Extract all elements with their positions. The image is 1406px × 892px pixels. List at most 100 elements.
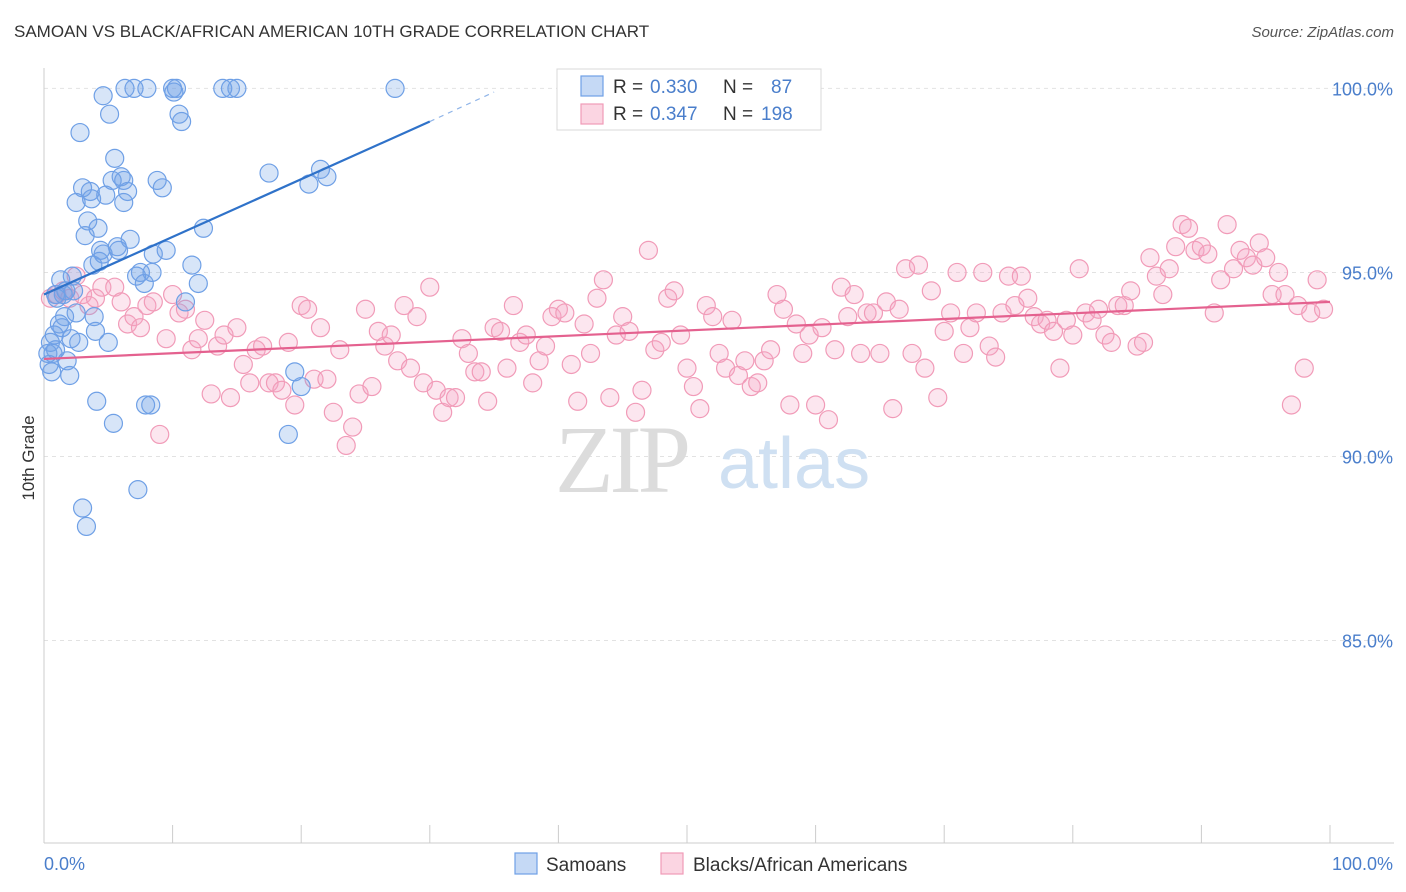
- point-blacks: [1095, 325, 1115, 345]
- legend-r-value-blacks: 0.347: [650, 104, 698, 125]
- point-blacks: [908, 255, 929, 275]
- point-samoans: [93, 86, 113, 106]
- point-blacks: [658, 288, 678, 308]
- point-blacks: [227, 318, 247, 338]
- point-blacks: [805, 395, 826, 415]
- point-blacks: [465, 362, 485, 382]
- point-samoans: [52, 318, 72, 338]
- point-blacks: [381, 325, 401, 345]
- point-samoans: [66, 303, 86, 323]
- point-samoans: [105, 148, 125, 168]
- point-samoans: [130, 262, 151, 283]
- point-blacks: [1153, 284, 1173, 305]
- point-blacks: [1256, 248, 1276, 268]
- point-blacks: [844, 284, 864, 305]
- point-blacks: [124, 307, 144, 327]
- point-blacks: [593, 270, 614, 290]
- point-blacks: [1127, 336, 1147, 356]
- y-tick-label: 85.0%: [1342, 632, 1393, 652]
- y-tick-label: 100.0%: [1332, 79, 1393, 99]
- point-blacks: [407, 307, 427, 327]
- watermark: ZIP atlas: [555, 406, 870, 513]
- point-samoans: [164, 82, 184, 102]
- y-tick-label: 95.0%: [1342, 263, 1393, 283]
- point-blacks: [535, 336, 556, 356]
- point-blacks: [928, 388, 948, 408]
- point-blacks: [169, 303, 189, 323]
- point-blacks: [1223, 259, 1244, 279]
- point-samoans: [141, 395, 161, 415]
- point-blacks: [201, 384, 221, 404]
- point-blacks: [117, 314, 138, 334]
- bottom-legend-swatch-blacks: [660, 852, 684, 875]
- point-samoans: [120, 229, 140, 249]
- point-blacks: [355, 299, 376, 319]
- point-blacks: [1185, 240, 1205, 260]
- point-blacks: [651, 332, 671, 352]
- legend-n-value-samoans: 87: [771, 77, 792, 98]
- trend-line-blacks: [43, 300, 1331, 361]
- point-blacks: [1018, 288, 1038, 308]
- point-samoans: [114, 170, 134, 191]
- point-blacks: [291, 295, 311, 316]
- point-blacks: [143, 292, 163, 312]
- point-blacks: [851, 343, 871, 364]
- point-blacks: [265, 373, 286, 393]
- point-samoans: [193, 218, 214, 238]
- point-blacks: [1307, 270, 1327, 290]
- trend-line-samoans-extension: [429, 91, 495, 123]
- point-blacks: [1063, 325, 1083, 345]
- point-samoans: [213, 78, 233, 99]
- point-blacks: [1268, 262, 1289, 283]
- point-samoans: [220, 78, 241, 99]
- point-samoans: [84, 307, 104, 327]
- point-samoans: [80, 181, 100, 202]
- point-blacks: [818, 410, 839, 430]
- point-blacks: [574, 314, 594, 334]
- point-blacks: [870, 343, 890, 364]
- point-samoans: [385, 78, 405, 99]
- point-blacks: [111, 292, 131, 312]
- point-samoans: [291, 376, 311, 397]
- point-samoans: [278, 424, 298, 445]
- point-blacks: [760, 340, 781, 360]
- point-blacks: [664, 281, 684, 301]
- point-blacks: [375, 336, 395, 356]
- point-blacks: [561, 354, 581, 375]
- point-blacks: [619, 321, 639, 341]
- point-blacks: [484, 318, 504, 338]
- point-blacks: [343, 417, 363, 437]
- point-blacks: [150, 424, 170, 445]
- point-blacks: [754, 351, 774, 371]
- point-samoans: [156, 240, 176, 260]
- point-blacks: [253, 336, 273, 356]
- point-samoans: [142, 262, 162, 283]
- point-samoans: [103, 413, 124, 433]
- y-tick-label: 90.0%: [1342, 448, 1393, 468]
- point-blacks: [439, 388, 459, 408]
- bottom-legend-label-blacks: Blacks/African Americans: [693, 855, 907, 876]
- point-blacks: [934, 321, 954, 341]
- y-tick-labels: 100.0% 95.0% 90.0% 85.0%: [1332, 79, 1393, 651]
- point-samoans: [99, 104, 120, 124]
- point-samoans: [169, 104, 189, 124]
- point-blacks: [1204, 303, 1224, 323]
- point-blacks: [336, 435, 356, 456]
- bottom-legend: Samoans Blacks/African Americans: [514, 852, 907, 876]
- point-blacks: [600, 388, 620, 408]
- point-blacks: [188, 329, 208, 349]
- point-samoans: [72, 498, 93, 518]
- point-blacks: [1069, 259, 1089, 279]
- point-blacks: [838, 307, 858, 327]
- legend-n-label-blacks: N =: [723, 104, 753, 125]
- point-blacks: [587, 288, 607, 308]
- x-tick-label: 100.0%: [1332, 854, 1393, 874]
- point-blacks: [1166, 237, 1186, 257]
- point-blacks: [175, 299, 196, 319]
- point-samoans: [128, 480, 148, 500]
- point-samoans: [126, 266, 147, 286]
- point-blacks: [1294, 358, 1314, 378]
- point-blacks: [632, 380, 652, 400]
- legend-n-value-blacks: 198: [761, 104, 793, 125]
- point-blacks: [182, 340, 202, 360]
